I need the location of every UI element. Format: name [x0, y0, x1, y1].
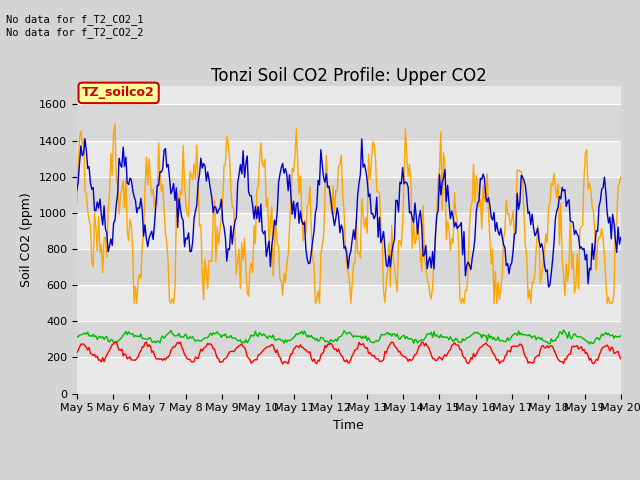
Bar: [77, 177, 621, 213]
X-axis label: Time: Time: [333, 419, 364, 432]
Title: Tonzi Soil CO2 Profile: Upper CO2: Tonzi Soil CO2 Profile: Upper CO2: [211, 67, 486, 85]
Bar: [77, 141, 621, 177]
Text: No data for f_T2_CO2_1
No data for f_T2_CO2_2: No data for f_T2_CO2_1 No data for f_T2_…: [6, 14, 144, 38]
Bar: [77, 285, 621, 321]
Bar: [77, 105, 621, 141]
Bar: [77, 249, 621, 285]
Bar: [77, 321, 621, 358]
Y-axis label: Soil CO2 (ppm): Soil CO2 (ppm): [20, 192, 33, 288]
Bar: [77, 213, 621, 249]
Bar: [77, 358, 621, 394]
Text: TZ_soilco2: TZ_soilco2: [82, 86, 155, 99]
